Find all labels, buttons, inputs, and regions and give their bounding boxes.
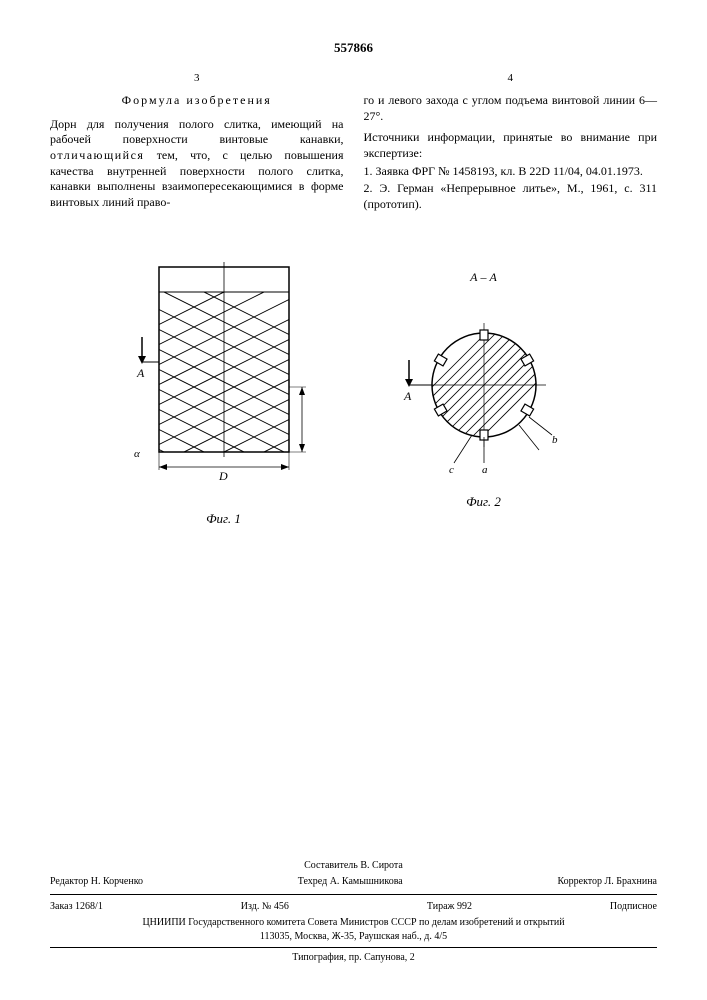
angle-indicator: α xyxy=(134,448,140,460)
fig1-svg: А D xyxy=(124,252,324,502)
section-arrow-a2: А xyxy=(403,360,432,403)
sources-title: Источники информации, принятые во вниман… xyxy=(364,130,658,161)
left-column: 3 Формула изобретения Дорн для получения… xyxy=(50,71,344,212)
svg-text:D: D xyxy=(218,469,228,483)
figure-2: А – А xyxy=(384,270,584,510)
typography: Типография, пр. Сапунова, 2 xyxy=(50,951,657,965)
address: 113035, Москва, Ж-35, Раушская наб., д. … xyxy=(50,930,657,944)
fig2-caption: Фиг. 2 xyxy=(384,494,584,510)
svg-text:с: с xyxy=(449,464,454,476)
tirazh: Тираж 992 xyxy=(427,900,472,914)
order: Заказ 1268/1 xyxy=(50,900,103,914)
formula-title: Формула изобретения xyxy=(50,93,344,109)
figure-1: А D xyxy=(124,252,324,527)
tech: Техред А. Камышникова xyxy=(298,875,403,889)
col-num-right: 4 xyxy=(364,71,658,85)
right-column: 4 го и левого захода с углом подъема вин… xyxy=(364,71,658,212)
col-num-left: 3 xyxy=(50,71,344,85)
source-1: 1. Заявка ФРГ № 1458193, кл. В 22D 11/04… xyxy=(364,164,658,180)
svg-text:А: А xyxy=(403,389,412,403)
right-text-1: го и левого захода с углом подъема винто… xyxy=(364,93,658,124)
section-arrow-left: А xyxy=(136,337,159,380)
left-text-1: Дорн для получения полого слитка, имеющи… xyxy=(50,117,344,147)
source-2: 2. Э. Герман «Непрерывное литье», М., 19… xyxy=(364,181,658,212)
svg-text:α: α xyxy=(134,448,140,460)
footer: Составитель В. Сирота Редактор Н. Корчен… xyxy=(50,859,657,965)
text-columns: 3 Формула изобретения Дорн для получения… xyxy=(50,71,657,212)
figures-area: А D xyxy=(50,252,657,527)
svg-text:b: b xyxy=(552,434,558,446)
dimension-right xyxy=(289,387,306,452)
izd: Изд. № 456 xyxy=(241,900,289,914)
org: ЦНИИПИ Государственного комитета Совета … xyxy=(50,916,657,930)
compiler: Составитель В. Сирота xyxy=(50,859,657,873)
section-label: А – А xyxy=(384,270,584,285)
editor: Редактор Н. Корченко xyxy=(50,875,143,889)
svg-text:А: А xyxy=(136,366,145,380)
fig1-caption: Фиг. 1 xyxy=(124,511,324,527)
corrector: Корректор Л. Брахнина xyxy=(557,875,657,889)
left-text-spaced: отличающийся xyxy=(50,148,144,162)
podpisnoe: Подписное xyxy=(610,900,657,914)
svg-text:а: а xyxy=(482,464,488,476)
patent-number: 557866 xyxy=(50,40,657,56)
callout-lines xyxy=(454,417,552,463)
fig2-svg: А с а b xyxy=(384,305,584,485)
